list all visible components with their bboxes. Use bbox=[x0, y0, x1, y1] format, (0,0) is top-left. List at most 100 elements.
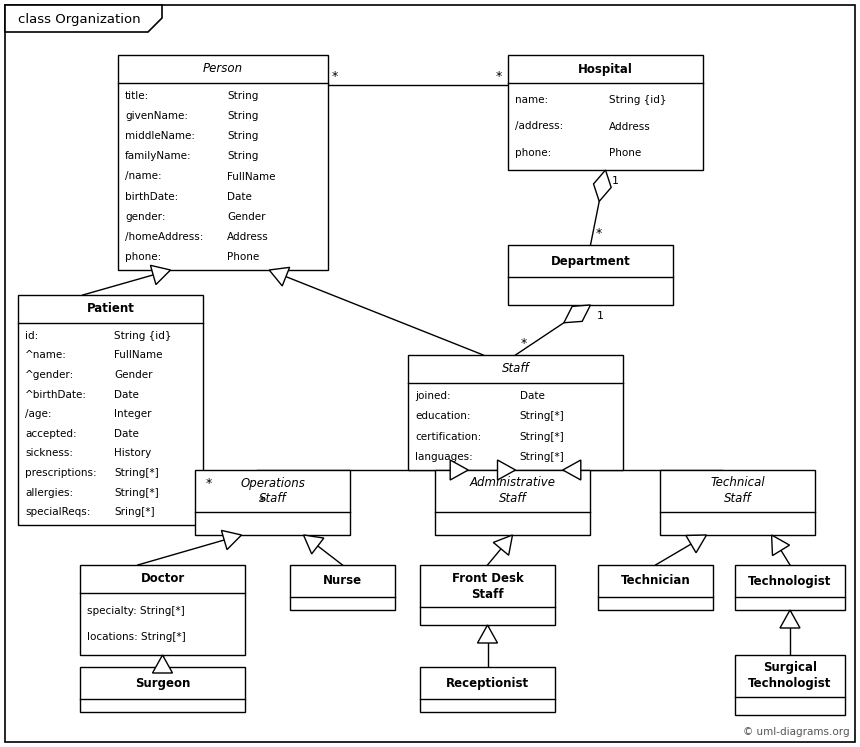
Text: birthDate:: birthDate: bbox=[125, 192, 178, 202]
Text: Operations
Staff: Operations Staff bbox=[240, 477, 305, 506]
Text: Address: Address bbox=[227, 232, 269, 242]
Text: Surgeon: Surgeon bbox=[135, 677, 190, 689]
Text: gender:: gender: bbox=[125, 211, 165, 222]
Text: phone:: phone: bbox=[515, 148, 551, 158]
Text: ^name:: ^name: bbox=[25, 350, 67, 360]
Text: /age:: /age: bbox=[25, 409, 52, 419]
Text: FullName: FullName bbox=[114, 350, 163, 360]
Text: joined:: joined: bbox=[415, 391, 451, 401]
Text: *: * bbox=[595, 227, 602, 240]
Text: Gender: Gender bbox=[227, 211, 266, 222]
Text: Hospital: Hospital bbox=[578, 63, 633, 75]
Text: phone:: phone: bbox=[125, 252, 162, 262]
Text: Patient: Patient bbox=[87, 303, 134, 315]
Polygon shape bbox=[221, 530, 242, 550]
Polygon shape bbox=[686, 535, 707, 553]
FancyBboxPatch shape bbox=[80, 565, 245, 655]
Text: String: String bbox=[227, 152, 259, 161]
Polygon shape bbox=[494, 535, 513, 555]
Text: givenName:: givenName: bbox=[125, 111, 188, 121]
Text: languages:: languages: bbox=[415, 452, 473, 462]
Polygon shape bbox=[269, 267, 290, 286]
Text: id:: id: bbox=[25, 331, 38, 341]
Text: title:: title: bbox=[125, 91, 150, 101]
Text: Technician: Technician bbox=[621, 574, 691, 587]
Text: 1: 1 bbox=[611, 176, 618, 186]
FancyBboxPatch shape bbox=[508, 245, 673, 305]
Text: *: * bbox=[259, 495, 265, 508]
Text: name:: name: bbox=[515, 95, 548, 105]
Text: Address: Address bbox=[610, 122, 651, 131]
Text: education:: education: bbox=[415, 412, 470, 421]
Text: Date: Date bbox=[519, 391, 544, 401]
FancyBboxPatch shape bbox=[598, 565, 713, 610]
Text: Integer: Integer bbox=[114, 409, 151, 419]
Text: Gender: Gender bbox=[114, 370, 153, 380]
Text: Receptionist: Receptionist bbox=[446, 677, 529, 689]
Text: String[*]: String[*] bbox=[519, 412, 564, 421]
Text: String: String bbox=[227, 131, 259, 141]
Text: locations: String[*]: locations: String[*] bbox=[87, 633, 186, 642]
FancyBboxPatch shape bbox=[735, 655, 845, 715]
Text: Staff: Staff bbox=[501, 362, 529, 376]
FancyBboxPatch shape bbox=[290, 565, 395, 610]
Polygon shape bbox=[497, 460, 515, 480]
Text: middleName:: middleName: bbox=[125, 131, 195, 141]
FancyBboxPatch shape bbox=[420, 667, 555, 712]
Text: Nurse: Nurse bbox=[323, 574, 362, 587]
Polygon shape bbox=[477, 625, 497, 643]
Text: accepted:: accepted: bbox=[25, 429, 77, 438]
Text: specialty: String[*]: specialty: String[*] bbox=[87, 606, 185, 616]
Text: Doctor: Doctor bbox=[140, 572, 185, 586]
Text: History: History bbox=[114, 448, 151, 459]
Polygon shape bbox=[150, 265, 170, 285]
Polygon shape bbox=[771, 535, 789, 556]
Text: prescriptions:: prescriptions: bbox=[25, 468, 96, 478]
Text: String[*]: String[*] bbox=[519, 452, 564, 462]
Polygon shape bbox=[450, 460, 468, 480]
Polygon shape bbox=[564, 305, 591, 323]
Text: /address:: /address: bbox=[515, 122, 563, 131]
Text: String: String bbox=[227, 91, 259, 101]
FancyBboxPatch shape bbox=[5, 5, 855, 742]
Text: sickness:: sickness: bbox=[25, 448, 73, 459]
Polygon shape bbox=[562, 460, 581, 480]
Polygon shape bbox=[152, 655, 173, 673]
FancyBboxPatch shape bbox=[735, 565, 845, 610]
Polygon shape bbox=[5, 5, 162, 32]
FancyBboxPatch shape bbox=[118, 55, 328, 270]
Text: Phone: Phone bbox=[227, 252, 260, 262]
Text: Surgical
Technologist: Surgical Technologist bbox=[748, 662, 832, 690]
Text: familyName:: familyName: bbox=[125, 152, 192, 161]
Text: String[*]: String[*] bbox=[519, 432, 564, 441]
Text: © uml-diagrams.org: © uml-diagrams.org bbox=[743, 727, 850, 737]
Text: Date: Date bbox=[114, 390, 139, 400]
Text: Phone: Phone bbox=[610, 148, 642, 158]
Text: /name:: /name: bbox=[125, 172, 162, 182]
Text: Date: Date bbox=[114, 429, 139, 438]
Text: certification:: certification: bbox=[415, 432, 482, 441]
Text: String {id}: String {id} bbox=[114, 331, 172, 341]
Text: String: String bbox=[227, 111, 259, 121]
Text: class Organization: class Organization bbox=[18, 13, 141, 26]
Text: *: * bbox=[332, 70, 338, 83]
Text: Technical
Staff: Technical Staff bbox=[710, 477, 765, 506]
FancyBboxPatch shape bbox=[195, 470, 350, 535]
Text: Technologist: Technologist bbox=[748, 574, 832, 587]
Text: ^gender:: ^gender: bbox=[25, 370, 74, 380]
Text: allergies:: allergies: bbox=[25, 488, 73, 498]
Text: Person: Person bbox=[203, 63, 243, 75]
FancyBboxPatch shape bbox=[18, 295, 203, 525]
FancyBboxPatch shape bbox=[80, 667, 245, 712]
FancyBboxPatch shape bbox=[660, 470, 815, 535]
Text: specialReqs:: specialReqs: bbox=[25, 507, 90, 517]
Polygon shape bbox=[780, 610, 800, 628]
Text: Front Desk
Staff: Front Desk Staff bbox=[452, 571, 524, 601]
Text: *: * bbox=[520, 337, 526, 350]
Text: 1: 1 bbox=[597, 311, 604, 321]
Text: Sring[*]: Sring[*] bbox=[114, 507, 155, 517]
Polygon shape bbox=[304, 535, 324, 554]
Text: ^birthDate:: ^birthDate: bbox=[25, 390, 87, 400]
FancyBboxPatch shape bbox=[435, 470, 590, 535]
Text: FullName: FullName bbox=[227, 172, 276, 182]
